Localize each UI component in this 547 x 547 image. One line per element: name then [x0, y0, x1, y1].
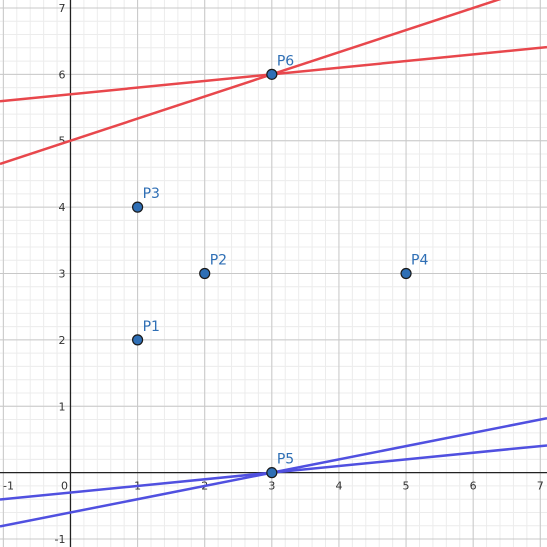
x-tick-label: 3 [268, 480, 275, 493]
point-label-p6: P6 [277, 53, 294, 69]
y-tick-label: 6 [58, 68, 65, 81]
y-tick-label: 5 [58, 135, 65, 148]
x-tick-label: -1 [3, 480, 14, 493]
x-tick-label: 6 [470, 480, 477, 493]
point-label-p1: P1 [143, 319, 160, 335]
x-tick-label: 5 [403, 480, 410, 493]
y-tick-label: -1 [55, 533, 66, 546]
y-tick-label: 1 [58, 400, 65, 413]
point-label-p4: P4 [411, 253, 428, 269]
line[interactable] [0, 0, 547, 166]
y-tick-label: 2 [58, 334, 65, 347]
point-label-p2: P2 [210, 253, 227, 269]
point-label-p3: P3 [143, 186, 160, 202]
point-p2[interactable] [199, 267, 211, 280]
y-tick-label: 7 [58, 2, 65, 15]
points [131, 68, 412, 479]
point-p5[interactable] [266, 467, 278, 479]
x-tick-label: 0 [61, 480, 68, 493]
point-p6[interactable] [266, 68, 278, 80]
x-tick-label: 7 [537, 480, 544, 493]
y-tick-label: 3 [58, 268, 65, 281]
point-p1[interactable] [131, 334, 144, 346]
y-tick-label: 4 [58, 201, 65, 214]
x-tick-label: 4 [335, 480, 342, 493]
point-p4[interactable] [400, 267, 412, 280]
point-labels: P1 P2 P3 P4 P5 P6 [143, 53, 429, 467]
point-p3[interactable] [131, 201, 144, 213]
point-label-p5: P5 [277, 452, 294, 468]
